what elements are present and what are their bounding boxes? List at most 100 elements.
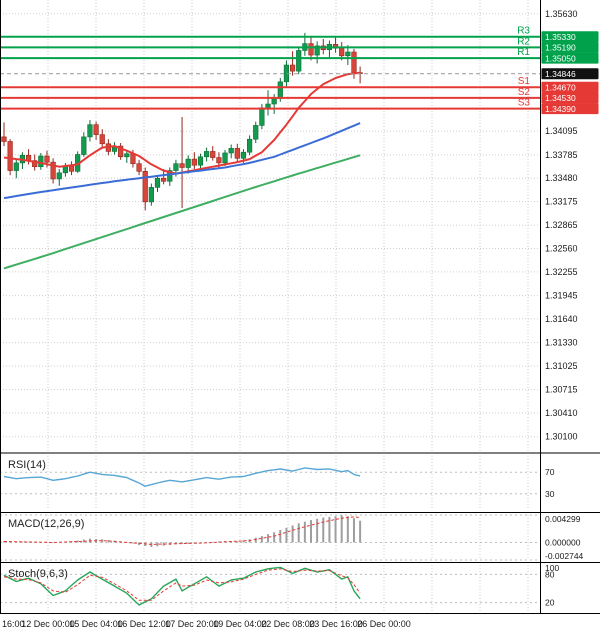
pivot-levels: R3 1.35330 R2 1.35190 R1 1.35050 S1 1.34670 S2 1.… <box>0 26 599 115</box>
candle-body <box>68 165 75 172</box>
candle-body <box>81 136 87 155</box>
candle-body <box>296 50 302 72</box>
candlesticks <box>1 32 363 211</box>
moving-averages <box>3 71 361 270</box>
rsi-axis-label: 30 <box>545 489 555 499</box>
candle-body <box>259 107 265 126</box>
pivot-price-badge-text: 1.35190 <box>545 43 576 53</box>
candle-body <box>142 171 148 203</box>
pivot-price-badge <box>541 52 599 64</box>
candle-body <box>148 187 154 203</box>
time-axis-label: 17 Dec 20:00 <box>165 619 219 629</box>
ma-mid-line <box>3 122 361 200</box>
pivot-name-label: S3 <box>518 98 531 109</box>
rsi-panel: 70 30 <box>0 467 555 499</box>
candle-body <box>50 161 56 180</box>
candle-body <box>13 162 19 171</box>
macd-panel: 0.004299 0.000000 -0.002744 <box>0 514 584 561</box>
pivot-price-badge-text: 1.35050 <box>545 53 576 63</box>
panel-separators <box>0 0 600 614</box>
candle-body <box>265 103 271 109</box>
stoch-d-line <box>3 568 361 601</box>
candle-body <box>289 64 296 72</box>
candle-body <box>44 155 50 163</box>
candle-body <box>210 151 216 158</box>
time-axis-label: 23 Dec 16:00 <box>309 619 363 629</box>
pivot-name-label: S1 <box>518 76 531 87</box>
candle-body <box>56 172 62 180</box>
price-axis[interactable]: 1.35630 1.34095 1.33785 1.33480 1.33175 1.328… <box>545 9 578 442</box>
candle-body <box>32 160 38 168</box>
price-axis-label: 1.31640 <box>545 314 578 324</box>
pivot-name-label: R2 <box>517 36 530 47</box>
pivot-price-badge <box>541 31 599 43</box>
candle-body <box>197 156 204 166</box>
candle-body <box>271 98 277 105</box>
candle-body <box>234 148 240 159</box>
pivot-price-badge-text: 1.34390 <box>545 104 576 114</box>
pivot-price-badge-text: 1.34670 <box>545 82 576 92</box>
rsi-indicator-label: RSI(14) <box>8 459 46 471</box>
macd-axis-label: 0.000000 <box>545 537 581 547</box>
candle-body <box>277 81 283 99</box>
candle-body <box>216 157 222 164</box>
macd-axis-label: -0.002744 <box>545 551 584 561</box>
rsi-axis-label: 70 <box>545 467 555 477</box>
price-axis-label: 1.35630 <box>545 9 578 19</box>
time-axis-label: 22 Dec 08:00 <box>261 619 315 629</box>
pivot-price-badge <box>541 103 599 115</box>
price-axis-label: 1.33480 <box>545 173 578 183</box>
rsi-line <box>3 467 361 487</box>
candle-body <box>222 152 228 164</box>
candle-body <box>173 163 179 171</box>
candle-body <box>314 45 320 56</box>
ma-slow-line <box>3 154 361 270</box>
time-axis-label: 16 Dec 12:00 <box>117 619 171 629</box>
current-price-badge-text: 1.34846 <box>545 69 576 79</box>
candle-body <box>228 148 234 154</box>
candle-body <box>345 51 351 57</box>
time-axis-label: 15 Dec 04:00 <box>69 619 123 629</box>
candle-body <box>161 177 167 182</box>
time-axis-label: 16:00 <box>2 619 25 629</box>
candle-body <box>179 163 185 168</box>
candle-body <box>118 145 124 158</box>
candle-body <box>1 136 7 142</box>
candle-body <box>87 124 93 138</box>
stoch-indicator-label: Stoch(9,6,3) <box>8 568 68 580</box>
price-axis-label: 1.32865 <box>545 220 578 230</box>
time-axis-label: 12 Dec 00:00 <box>21 619 75 629</box>
stoch-axis-label: 20 <box>545 598 555 608</box>
candle-body <box>339 47 345 57</box>
candle-body <box>351 51 357 73</box>
candle-body <box>154 177 161 188</box>
time-axis-label: 26 Dec 00:00 <box>357 619 411 629</box>
price-axis-label: 1.34095 <box>545 126 578 136</box>
pivot-price-badge <box>541 41 599 53</box>
pivot-name-label: R3 <box>517 26 530 37</box>
candle-body <box>93 124 99 135</box>
candle-body <box>253 125 259 140</box>
price-axis-label: 1.32560 <box>545 244 578 254</box>
price-axis-label: 1.30715 <box>545 385 578 395</box>
price-axis-label: 1.30100 <box>545 432 578 442</box>
pivot-price-badge <box>541 92 599 104</box>
candle-body <box>38 155 44 168</box>
macd-axis-label: 0.004299 <box>545 514 581 524</box>
pivot-name-label: S2 <box>518 87 531 98</box>
candle-body <box>240 151 247 159</box>
pivot-price-badge <box>541 81 599 93</box>
candle-body <box>247 138 253 153</box>
stoch-axis-label: 100 <box>545 563 559 573</box>
candle-body <box>130 153 136 164</box>
price-axis-label: 1.33175 <box>545 197 578 207</box>
current-price-badge <box>541 68 599 80</box>
stoch-axis-label: 80 <box>545 569 555 579</box>
macd-indicator-label: MACD(12,26,9) <box>8 518 85 530</box>
price-axis-label: 1.30410 <box>545 408 578 418</box>
candle-body <box>185 158 191 168</box>
time-axis-label: 19 Dec 04:00 <box>213 619 267 629</box>
